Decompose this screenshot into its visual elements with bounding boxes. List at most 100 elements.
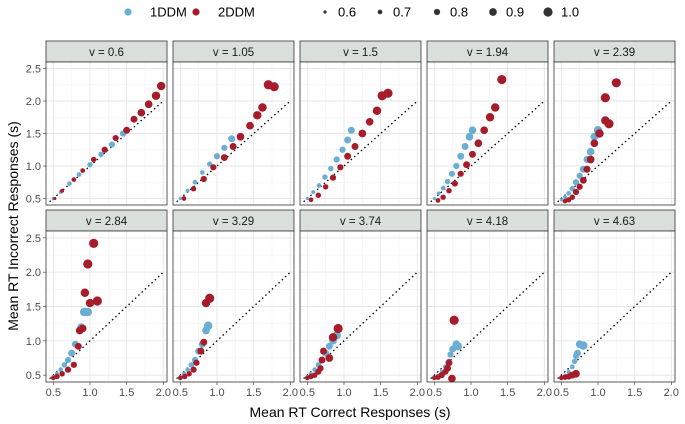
point-2DDM — [190, 366, 197, 373]
point-1DDM — [192, 179, 198, 185]
point-2DDM — [372, 106, 382, 115]
reference-line — [176, 100, 291, 203]
x-tick-label: 2.0 — [410, 387, 425, 399]
legend-label-1DDM: 1DDM — [150, 5, 187, 20]
point-2DDM — [337, 164, 344, 171]
facet-panel: v = 0.6 0.5 1.0 1.5 2.0 2.5 — [26, 40, 168, 206]
point-2DDM — [318, 356, 326, 364]
x-tick-label: 1.0 — [336, 387, 351, 399]
facet-panel: v = 2.39 — [553, 40, 676, 206]
x-tick-label: 1.5 — [119, 387, 134, 399]
point-1DDM — [571, 358, 578, 365]
legend-swatch-1DDM — [124, 8, 132, 16]
point-2DDM — [59, 371, 65, 377]
legend-size-label: 0.9 — [506, 5, 524, 20]
facet-panels: v = 0.6 0.5 1.0 1.5 2.0 2.5 v = 1.05 v = 1.5 v =… — [26, 40, 679, 399]
point-2DDM — [449, 315, 459, 325]
y-tick-label: 1.0 — [26, 336, 41, 348]
facet-panel: v = 1.94 — [426, 40, 549, 206]
x-tick-label: 1.0 — [590, 387, 605, 399]
point-2DDM — [463, 161, 471, 169]
facet-label: v = 3.74 — [340, 216, 382, 228]
point-1DDM — [61, 362, 68, 368]
point-2DDM — [236, 132, 245, 141]
reference-line — [557, 100, 672, 203]
legend: 1DDM 2DDM 0.6 0.7 0.8 0.9 1.0 — [124, 5, 579, 20]
point-1DDM — [76, 172, 82, 177]
point-2DDM — [80, 288, 90, 297]
legend-size-dot — [323, 10, 327, 14]
point-1DDM — [436, 191, 441, 196]
point-2DDM — [156, 81, 166, 91]
facet-panel: v = 1.05 — [172, 40, 295, 206]
point-1DDM — [305, 196, 309, 201]
panel-border — [172, 230, 295, 383]
point-2DDM — [497, 74, 507, 85]
point-2DDM — [351, 143, 359, 150]
point-1DDM — [453, 342, 463, 351]
point-2DDM — [569, 194, 576, 200]
point-2DDM — [440, 194, 446, 200]
x-tick-label: 0.5 — [554, 387, 569, 399]
facet-label: v = 2.84 — [86, 216, 128, 228]
point-2DDM — [71, 177, 77, 182]
point-2DDM — [325, 354, 334, 362]
point-1DDM — [203, 321, 213, 330]
point-1DDM — [453, 162, 460, 170]
x-tick-label: 0.5 — [427, 387, 442, 399]
point-1DDM — [559, 198, 563, 202]
point-1DDM — [67, 181, 72, 186]
panel-border — [553, 61, 676, 206]
point-1DDM — [83, 307, 93, 317]
panel-border — [553, 230, 676, 383]
point-2DDM — [177, 375, 183, 381]
point-2DDM — [130, 115, 138, 123]
point-1DDM — [185, 188, 190, 193]
point-1DDM — [586, 147, 595, 156]
x-tick-label: 2.0 — [156, 387, 171, 399]
point-1DDM — [573, 349, 581, 357]
facet-label: v = 1.94 — [467, 47, 509, 59]
point-1DDM — [328, 165, 334, 172]
reference-line — [303, 100, 418, 203]
point-2DDM — [611, 78, 621, 88]
point-2DDM — [445, 359, 453, 367]
facet-label: v = 1.5 — [343, 47, 378, 59]
point-1DDM — [444, 178, 451, 185]
point-2DDM — [54, 373, 60, 380]
point-1DDM — [199, 170, 205, 175]
point-2DDM — [480, 126, 489, 135]
facet-label: v = 2.39 — [594, 47, 635, 59]
y-tick-label: 1.0 — [26, 161, 41, 173]
point-2DDM — [317, 365, 324, 372]
point-1DDM — [579, 341, 588, 350]
y-tick-label: 0.5 — [26, 194, 41, 206]
point-2DDM — [446, 187, 452, 194]
point-2DDM — [448, 374, 456, 383]
reference-line — [303, 271, 418, 380]
point-1DDM — [87, 161, 93, 168]
y-tick-label: 2.5 — [26, 64, 41, 76]
point-2DDM — [151, 91, 161, 101]
facet-panel: v = 4.63 0.5 1.0 1.5 2.0 — [553, 209, 679, 399]
point-1DDM — [322, 174, 328, 180]
point-2DDM — [70, 361, 77, 368]
point-2DDM — [444, 364, 452, 372]
facet-label: v = 1.05 — [213, 47, 254, 59]
point-2DDM — [200, 338, 208, 346]
point-1DDM — [566, 190, 572, 196]
point-2DDM — [579, 176, 587, 184]
point-2DDM — [78, 324, 87, 333]
point-1DDM — [572, 179, 580, 186]
point-2DDM — [83, 259, 93, 269]
point-2DDM — [92, 296, 102, 306]
point-1DDM — [68, 349, 76, 357]
x-tick-label: 2.0 — [664, 387, 679, 399]
point-1DDM — [461, 143, 469, 150]
facet-label: v = 4.63 — [594, 216, 635, 228]
y-axis-title: Mean RT Incorrect Responses (s) — [5, 121, 21, 331]
point-1DDM — [468, 126, 477, 135]
point-2DDM — [64, 366, 72, 373]
x-tick-label: 1.0 — [463, 387, 478, 399]
legend-size-dot — [543, 7, 553, 17]
